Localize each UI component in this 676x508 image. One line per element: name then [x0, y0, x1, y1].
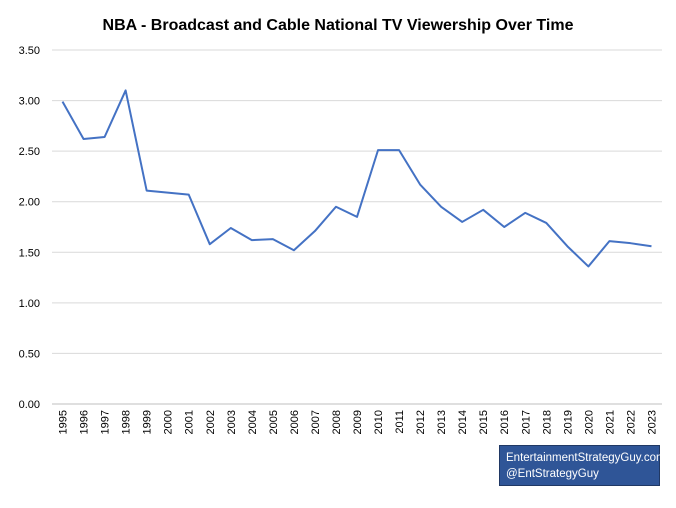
gridlines: [52, 49, 662, 405]
y-tick-label: 3.50: [19, 45, 40, 57]
series-layer: [61, 89, 652, 268]
x-tick-label: 1999: [142, 410, 154, 434]
y-tick-label: 1.50: [19, 247, 40, 259]
x-tick-label: 1997: [100, 410, 112, 434]
x-tick-label: 2018: [541, 410, 553, 434]
x-tick-label: 2011: [394, 410, 406, 434]
x-tick-label: 2009: [352, 410, 364, 434]
chart-title: NBA - Broadcast and Cable National TV Vi…: [103, 17, 574, 34]
x-tick-label: 2019: [562, 410, 574, 434]
x-tick-label: 1995: [58, 410, 70, 434]
y-tick-label: 0.00: [19, 399, 40, 411]
x-tick-label: 2020: [583, 410, 595, 434]
x-tick-label: 2023: [646, 410, 658, 434]
x-tick-label: 2008: [331, 410, 343, 434]
x-tick-label: 2003: [226, 410, 238, 434]
x-tick-label: 2015: [478, 410, 490, 434]
x-tick-label: 2007: [310, 410, 322, 434]
series-line: [61, 89, 652, 268]
x-tick-label: 2017: [520, 410, 532, 434]
y-tick-label: 0.50: [19, 348, 40, 360]
x-tick-label: 1998: [121, 410, 133, 434]
y-tick-label: 1.00: [19, 298, 40, 310]
watermark-badge: EntertainmentStrategyGuy.com @EntStrateg…: [499, 445, 666, 486]
y-tick-label: 3.00: [19, 96, 40, 108]
x-tick-label: 2005: [268, 410, 280, 434]
x-tick-label: 2002: [205, 410, 217, 434]
x-tick-label: 2000: [163, 410, 175, 434]
x-tick-label: 2014: [457, 410, 469, 434]
x-tick-label: 2013: [436, 410, 448, 434]
y-tick-label: 2.50: [19, 146, 40, 158]
x-tick-label: 1996: [79, 410, 91, 434]
y-axis-tick-labels: 0.00 0.50 1.00 1.50 2.00 2.50 3.00 3.50: [19, 45, 40, 411]
x-axis-tick-labels: 1995 1996 1997 1998 1999 2000 2001 2002 2003 2004…: [58, 410, 659, 434]
x-tick-label: 2016: [499, 410, 511, 434]
watermark-handle: @EntStrategyGuy: [506, 468, 599, 480]
x-tick-label: 2010: [373, 410, 385, 434]
x-tick-label: 2006: [289, 410, 301, 434]
x-tick-label: 2001: [184, 410, 196, 434]
x-tick-label: 2021: [604, 410, 616, 434]
x-tick-label: 2004: [247, 410, 259, 434]
watermark-website: EntertainmentStrategyGuy.com: [506, 452, 666, 464]
x-tick-label: 2012: [415, 410, 427, 434]
y-tick-label: 2.00: [19, 197, 40, 209]
x-tick-label: 2022: [625, 410, 637, 434]
